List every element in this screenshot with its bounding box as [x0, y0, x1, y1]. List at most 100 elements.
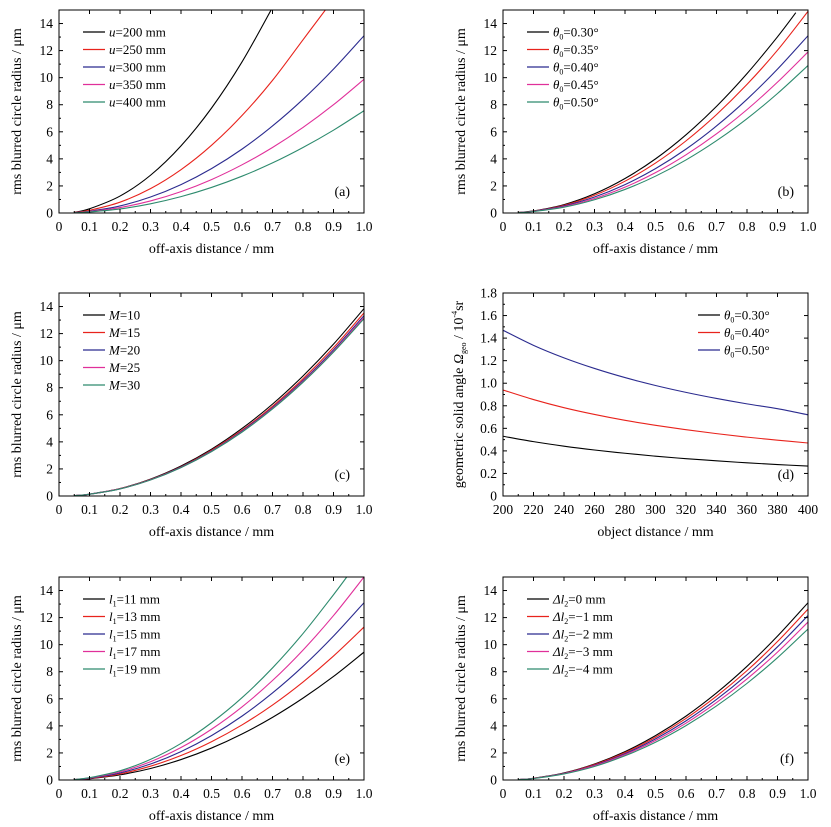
y-tick-label: 12 — [484, 43, 498, 58]
legend-label: θ0=0.50° — [553, 95, 599, 112]
y-tick-label: 10 — [40, 353, 54, 368]
plot-frame — [58, 292, 365, 497]
x-tick-label: 0.7 — [264, 786, 281, 801]
y-tick-label: 14 — [484, 583, 498, 598]
x-tick-label: 1.0 — [356, 502, 373, 517]
x-tick-label: 0.7 — [264, 502, 281, 517]
y-tick-label: 14 — [40, 299, 54, 314]
legend-label: θ0=0.40° — [724, 325, 770, 342]
x-axis-label: off-axis distance / mm — [149, 525, 274, 540]
plot-frame — [58, 9, 365, 214]
x-tick-label: 1.0 — [356, 786, 373, 801]
legend-label: θ0=0.45° — [553, 77, 599, 94]
series-line-a-0 — [74, 10, 272, 213]
x-tick-label: 0.1 — [525, 786, 542, 801]
y-tick-label: 0 — [490, 206, 497, 221]
y-tick-label: 1.0 — [480, 376, 497, 391]
series-line-f-4 — [518, 628, 808, 780]
series-line-b-1 — [518, 11, 808, 213]
y-tick-label: 6 — [46, 691, 53, 706]
series-line-d-2 — [503, 329, 808, 416]
x-tick-label: 340 — [706, 502, 727, 517]
x-tick-label: 1.0 — [800, 786, 817, 801]
legend-label: u=300 mm — [109, 60, 166, 75]
series-line-c-1 — [74, 312, 364, 496]
legend: u=200 mm u=250 mm u=300 mm u=350 mm u=400 mm — [83, 25, 166, 110]
panel-label: (a) — [334, 185, 350, 200]
y-tick-label: 0 — [490, 773, 497, 788]
y-tick-label: 8 — [46, 664, 53, 679]
y-axis-label: rms blurred circle radius / μm — [10, 595, 25, 762]
x-tick-label: 0.1 — [81, 219, 98, 234]
y-tick-label: 6 — [46, 407, 53, 422]
x-tick-label: 0.2 — [556, 786, 573, 801]
x-tick-label: 0.4 — [617, 219, 634, 234]
panel-label: (d) — [778, 468, 795, 483]
y-tick-label: 12 — [40, 326, 54, 341]
series-line-a-3 — [74, 78, 364, 213]
panel-label: (c) — [334, 468, 350, 483]
panel-label: (e) — [334, 752, 350, 767]
y-tick-label: 10 — [484, 70, 498, 85]
y-tick-label: 8 — [490, 664, 497, 679]
y-tick-label: 1.6 — [480, 308, 497, 323]
x-tick-label: 0.2 — [112, 502, 129, 517]
y-tick-label: 2 — [46, 178, 53, 193]
y-tick-label: 0.6 — [480, 421, 497, 436]
y-tick-label: 0 — [490, 489, 497, 504]
x-tick-label: 0.6 — [678, 219, 695, 234]
y-tick-label: 1.2 — [480, 353, 497, 368]
x-tick-label: 0.4 — [173, 502, 190, 517]
chart-panel-b: 0 0.1 0.2 0.3 0.4 0.5 0.6 0.7 0.8 0.9 1.0 0 2 4 6 8 10 12… — [454, 9, 817, 257]
x-tick-label: 280 — [615, 502, 636, 517]
y-tick-label: 2 — [490, 178, 497, 193]
x-tick-label: 0 — [56, 219, 63, 234]
y-tick-label: 2 — [46, 461, 53, 476]
y-tick-label: 2 — [490, 745, 497, 760]
legend-label: u=350 mm — [109, 77, 166, 92]
x-tick-label: 400 — [798, 502, 819, 517]
legend-label: u=400 mm — [109, 95, 166, 110]
series-line-d-0 — [503, 435, 808, 467]
legend: θ0=0.30°θ0=0.40°θ0=0.50° — [698, 308, 770, 360]
x-tick-label: 0.2 — [556, 219, 573, 234]
y-tick-label: 1.8 — [480, 286, 497, 301]
y-tick-label: 14 — [40, 583, 54, 598]
x-tick-label: 0.2 — [112, 786, 129, 801]
y-tick-label: 6 — [490, 691, 497, 706]
x-tick-label: 0.8 — [295, 219, 312, 234]
x-axis-label: object distance / mm — [597, 525, 713, 540]
x-tick-label: 0.4 — [173, 786, 190, 801]
x-tick-label: 0.5 — [203, 786, 220, 801]
y-tick-label: 0.8 — [480, 398, 497, 413]
series-line-a-4 — [74, 110, 364, 213]
x-tick-label: 0.3 — [586, 786, 603, 801]
y-tick-label: 4 — [46, 151, 53, 166]
x-tick-label: 0.6 — [234, 219, 251, 234]
legend-label: Δl2=0 mm — [552, 592, 606, 609]
plot-frame — [502, 292, 809, 497]
y-tick-label: 10 — [40, 70, 54, 85]
x-tick-label: 0 — [56, 502, 63, 517]
y-tick-label: 0.2 — [480, 466, 497, 481]
x-tick-label: 0.3 — [142, 502, 159, 517]
x-axis-label: off-axis distance / mm — [149, 809, 274, 824]
x-axis-label: off-axis distance / mm — [149, 242, 274, 257]
x-tick-label: 300 — [645, 502, 666, 517]
x-tick-label: 0 — [56, 786, 63, 801]
x-tick-label: 0.3 — [586, 219, 603, 234]
x-tick-label: 220 — [523, 502, 544, 517]
y-tick-label: 0 — [46, 773, 53, 788]
x-tick-label: 0.8 — [739, 786, 756, 801]
x-tick-label: 360 — [737, 502, 758, 517]
y-axis-label: rms blurred circle radius / μm — [454, 28, 469, 195]
x-tick-label: 0.4 — [173, 219, 190, 234]
x-tick-label: 0.7 — [708, 219, 725, 234]
y-tick-label: 8 — [46, 97, 53, 112]
x-tick-label: 200 — [493, 502, 514, 517]
legend-label: M=25 — [108, 360, 140, 375]
x-tick-label: 0.7 — [708, 786, 725, 801]
legend-label: Δl2=−3 mm — [552, 644, 613, 661]
y-tick-label: 4 — [490, 718, 497, 733]
x-tick-label: 0.5 — [203, 219, 220, 234]
